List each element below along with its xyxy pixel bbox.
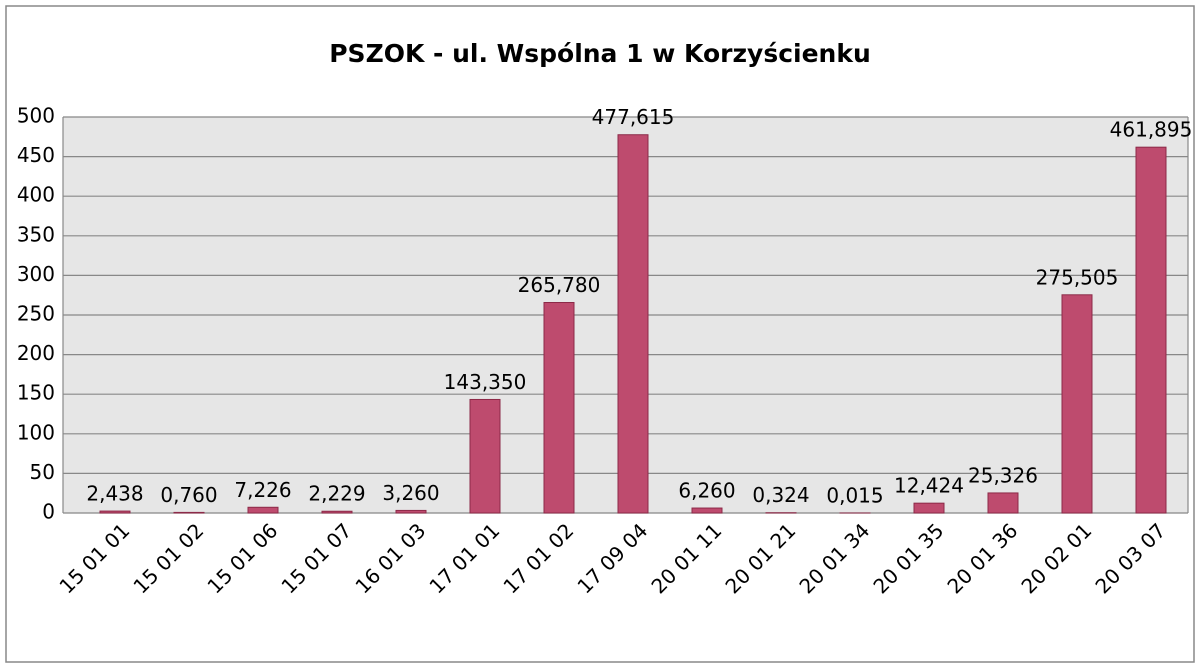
data-label: 2,438 — [86, 482, 143, 506]
chart-title: PSZOK - ul. Wspólna 1 w Korzyścienku — [329, 39, 871, 68]
bar — [247, 506, 279, 514]
y-tick-label: 250 — [17, 302, 55, 326]
data-label: 265,780 — [518, 273, 601, 297]
y-tick-label: 150 — [17, 381, 55, 405]
data-label: 25,326 — [968, 463, 1038, 487]
bar — [1135, 146, 1167, 514]
data-label: 7,226 — [234, 478, 291, 502]
y-tick-label: 400 — [17, 183, 55, 207]
bar — [173, 511, 205, 514]
bar — [321, 510, 353, 514]
bar — [99, 510, 131, 514]
data-label: 461,895 — [1110, 118, 1193, 142]
y-tick-label: 350 — [17, 222, 55, 246]
bar — [987, 492, 1019, 514]
data-label: 0,760 — [160, 483, 217, 507]
y-tick-label: 200 — [17, 341, 55, 365]
data-label: 12,424 — [894, 474, 964, 498]
data-label: 275,505 — [1036, 265, 1119, 289]
y-tick-label: 50 — [30, 460, 55, 484]
y-tick-label: 500 — [17, 104, 55, 128]
bar — [543, 302, 575, 514]
data-label: 2,229 — [308, 482, 365, 506]
data-label: 477,615 — [592, 105, 675, 129]
bar — [395, 509, 427, 514]
data-label: 0,015 — [826, 483, 883, 507]
bar — [691, 507, 723, 514]
y-tick-label: 450 — [17, 143, 55, 167]
bar — [469, 398, 501, 514]
y-tick-label: 300 — [17, 262, 55, 286]
bar — [1061, 294, 1093, 514]
data-label: 143,350 — [444, 370, 527, 394]
y-tick-label: 0 — [42, 500, 55, 524]
bar — [913, 502, 945, 514]
data-label: 6,260 — [678, 479, 735, 503]
data-label: 3,260 — [382, 481, 439, 505]
bar — [617, 134, 649, 514]
y-tick-label: 100 — [17, 420, 55, 444]
data-label: 0,324 — [752, 483, 809, 507]
